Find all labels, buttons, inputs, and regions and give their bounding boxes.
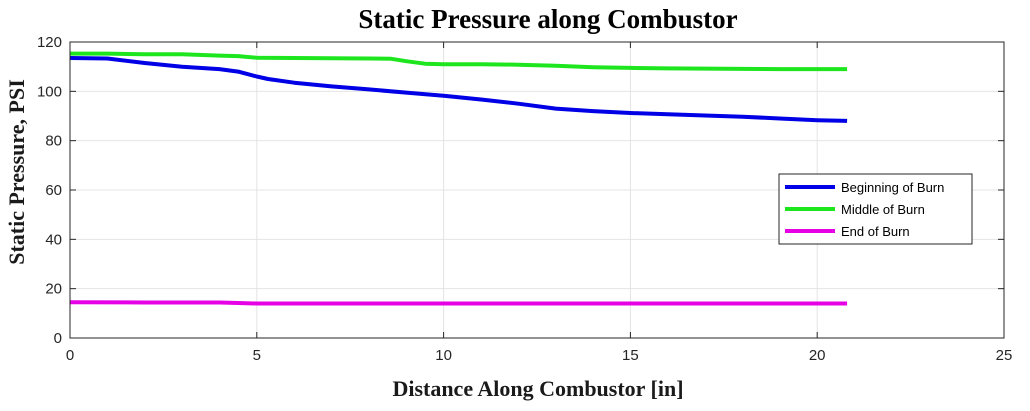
y-tick-label: 40: [45, 231, 62, 248]
x-tick-label: 0: [66, 347, 74, 364]
tick-labels: 0 5 10 15 20 25 0 20 40 60 80 100 120: [37, 34, 1012, 364]
legend-label-1: Middle of Burn: [841, 202, 925, 217]
y-axis-label: Static Pressure, PSI: [4, 79, 29, 265]
y-tick-label: 0: [54, 330, 62, 347]
legend-label-2: End of Burn: [841, 224, 910, 239]
y-tick-label: 120: [37, 34, 62, 51]
x-tick-label: 25: [996, 347, 1013, 364]
x-tick-label: 5: [253, 347, 261, 364]
x-tick-label: 20: [809, 347, 826, 364]
y-tick-label: 100: [37, 83, 62, 100]
y-tick-label: 80: [45, 133, 62, 150]
series-line-2: [69, 300, 848, 306]
series-line-0: [69, 56, 848, 123]
x-tick-label: 10: [435, 347, 452, 364]
y-tick-label: 20: [45, 281, 62, 298]
x-tick-label: 15: [622, 347, 639, 364]
legend: Beginning of Burn Middle of Burn End of Bu…: [778, 173, 973, 245]
chart-title: Static Pressure along Combustor: [358, 4, 737, 34]
x-axis-label: Distance Along Combustor [in]: [392, 376, 683, 401]
series-lines: [69, 51, 848, 306]
legend-label-0: Beginning of Burn: [841, 180, 944, 195]
series-line-1: [70, 51, 848, 72]
y-tick-label: 60: [45, 182, 62, 199]
